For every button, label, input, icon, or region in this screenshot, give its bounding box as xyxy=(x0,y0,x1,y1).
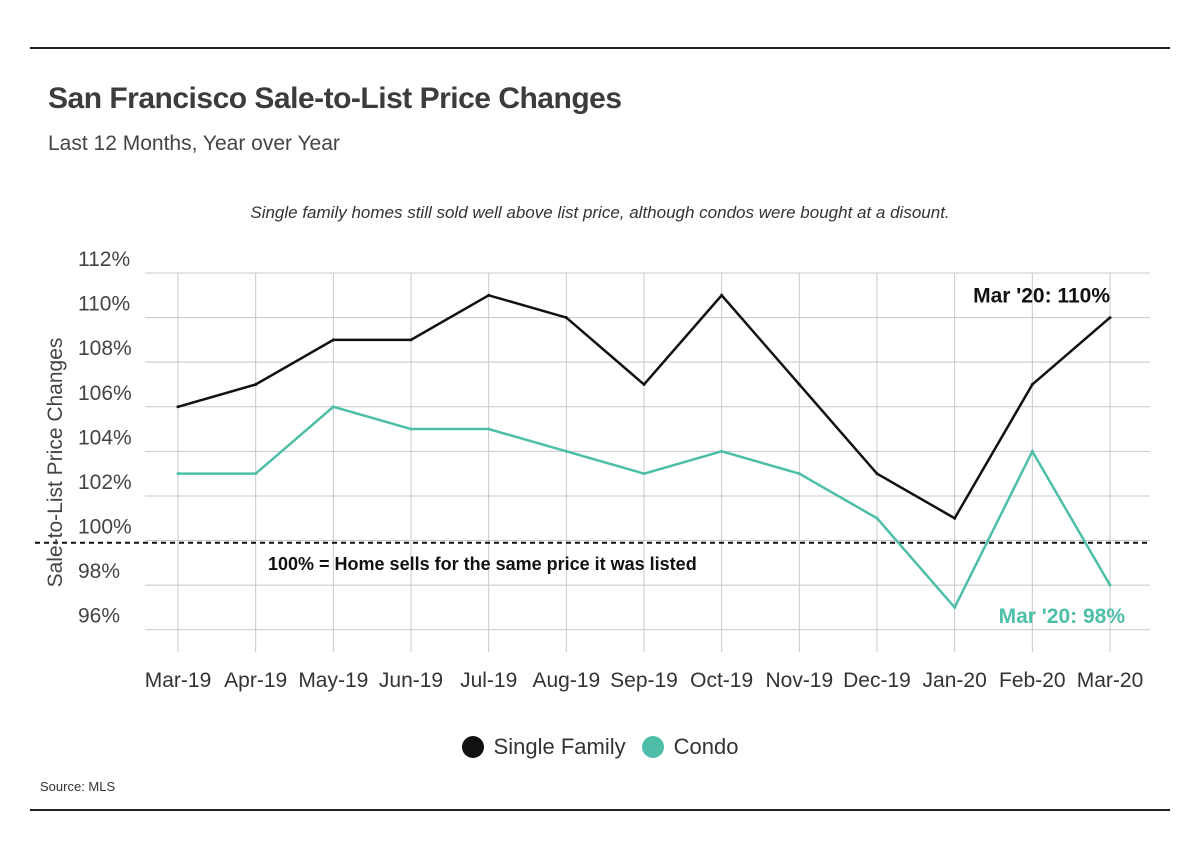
y-tick-label: 98% xyxy=(78,560,120,583)
chart-annotation: Single family homes still sold well abov… xyxy=(250,203,950,222)
y-tick-label: 100% xyxy=(78,516,132,539)
callout-single-family: Mar '20: 110% xyxy=(973,285,1110,308)
top-rule xyxy=(30,47,1170,49)
y-tick-label: 112% xyxy=(78,248,130,271)
y-tick-label: 106% xyxy=(78,382,132,405)
y-tick-label: 110% xyxy=(78,293,130,316)
reference-line-label: 100% = Home sells for the same price it … xyxy=(268,554,697,574)
x-tick-label: Oct-19 xyxy=(690,669,753,692)
data-point-condo xyxy=(176,472,180,476)
source-note: Source: MLS xyxy=(40,779,116,794)
data-point-single-family xyxy=(254,382,258,386)
data-point-condo xyxy=(797,472,801,476)
x-tick-label: May-19 xyxy=(298,669,368,692)
chart-title: San Francisco Sale-to-List Price Changes xyxy=(48,82,622,115)
data-point-condo xyxy=(409,427,413,431)
data-point-condo xyxy=(953,605,957,609)
y-axis-label: Sale-to-List Price Changes xyxy=(44,338,67,588)
x-tick-label: Jul-19 xyxy=(460,669,517,692)
x-tick-label: Mar-19 xyxy=(145,669,212,692)
x-tick-label: Mar-20 xyxy=(1077,669,1144,692)
x-tick-label: Jun-19 xyxy=(379,669,443,692)
data-point-single-family xyxy=(720,293,724,297)
data-point-condo xyxy=(642,472,646,476)
legend-item-single-family: Single Family xyxy=(461,734,626,760)
x-tick-label: Aug-19 xyxy=(532,669,600,692)
data-point-single-family xyxy=(953,516,957,520)
data-point-single-family xyxy=(1030,382,1034,386)
data-point-condo xyxy=(1108,583,1112,587)
data-point-single-family xyxy=(409,338,413,342)
data-point-single-family xyxy=(797,382,801,386)
grid-layer xyxy=(145,272,1150,652)
line-chart: 96% 98% 100% 102% 104% 106% 108% 110% 112% Mar-19… xyxy=(35,248,1150,692)
legend-label-condo: Condo xyxy=(673,734,739,759)
data-point-condo xyxy=(720,449,724,453)
bottom-rule xyxy=(30,809,1170,811)
legend-label-single-family: Single Family xyxy=(493,734,626,759)
data-point-single-family xyxy=(875,472,879,476)
x-tick-label: Nov-19 xyxy=(765,669,833,692)
data-point-condo xyxy=(331,405,335,409)
data-point-condo xyxy=(564,449,568,453)
data-point-single-family xyxy=(487,293,491,297)
chart-subtitle: Last 12 Months, Year over Year xyxy=(48,132,340,155)
x-tick-label: Jan-20 xyxy=(923,669,987,692)
data-point-condo xyxy=(487,427,491,431)
x-tick-label: Feb-20 xyxy=(999,669,1066,692)
data-point-condo xyxy=(1030,449,1034,453)
data-point-condo xyxy=(254,472,258,476)
data-point-condo xyxy=(875,516,879,520)
y-tick-label: 104% xyxy=(78,426,132,449)
y-tick-label: 96% xyxy=(78,605,120,628)
callout-condo: Mar '20: 98% xyxy=(999,605,1126,628)
legend-item-condo: Condo xyxy=(641,734,739,760)
data-point-single-family xyxy=(1108,316,1112,320)
x-tick-label: Dec-19 xyxy=(843,669,911,692)
data-point-single-family xyxy=(331,338,335,342)
x-tick-label: Sep-19 xyxy=(610,669,678,692)
data-point-single-family xyxy=(176,405,180,409)
y-tick-label: 102% xyxy=(78,471,132,494)
data-point-single-family xyxy=(564,316,568,320)
legend: Single Family Condo xyxy=(0,734,1200,760)
x-tick-label: Apr-19 xyxy=(224,669,287,692)
legend-swatch-condo xyxy=(641,736,664,758)
data-point-single-family xyxy=(642,382,646,386)
legend-swatch-single-family xyxy=(461,736,484,758)
label-layer: 96% 98% 100% 102% 104% 106% 108% 110% 112% Mar-19… xyxy=(44,248,1143,692)
series-layer xyxy=(176,293,1112,610)
y-tick-label: 108% xyxy=(78,337,132,360)
